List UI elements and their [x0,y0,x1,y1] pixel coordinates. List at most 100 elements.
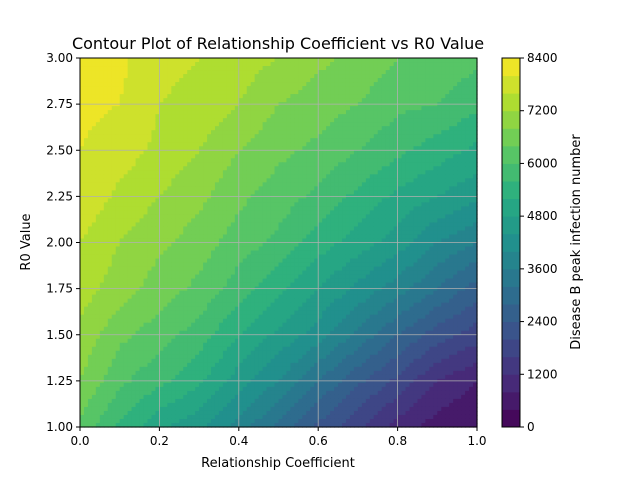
contour-cell [119,202,125,207]
contour-cell [274,86,280,91]
contour-cell [294,174,299,179]
contour-cell [107,158,113,163]
contour-cell [457,226,462,232]
contour-cell [80,162,85,167]
contour-cell [349,178,355,183]
contour-cell [171,186,176,191]
contour-cell [377,230,383,236]
contour-cell [191,154,196,159]
contour-cell [230,198,236,203]
contour-cell [421,186,426,191]
contour-cell [322,70,327,75]
contour-cell [409,186,415,191]
contour-cell [87,246,93,252]
contour-cell [298,214,303,220]
contour-cell [95,62,101,67]
contour-cell [191,130,196,135]
contour-cell [405,122,411,127]
contour-cell [107,74,113,79]
contour-cell [377,138,383,143]
contour-cell [250,66,256,71]
contour-cell [314,154,319,159]
contour-cell [139,250,145,256]
contour-cell [119,150,125,155]
contour-cell [175,182,180,187]
contour-cell [314,226,319,232]
contour-cell [457,94,462,99]
contour-cell [290,138,295,143]
contour-cell [238,118,244,123]
contour-cell [425,70,430,75]
contour-cell [286,214,292,220]
contour-cell [361,78,367,83]
contour-cell [123,238,129,244]
contour-cell [318,142,323,147]
contour-cell [453,190,458,195]
contour-cell [306,226,311,232]
contour-cell [326,222,331,228]
contour-cell [294,234,299,240]
contour-cell [159,98,164,103]
contour-cell [87,226,93,232]
contour-cell [302,142,307,147]
contour-cell [95,74,101,79]
contour-cell [401,58,407,63]
contour-cell [413,58,419,63]
contour-cell [199,254,204,260]
contour-cell [135,254,141,260]
contour-cell [397,86,403,91]
contour-cell [171,254,176,260]
contour-cell [353,162,359,167]
contour-cell [254,238,260,244]
contour-cell [353,134,359,139]
contour-cell [191,110,196,115]
contour-cell [381,110,387,115]
contour-cell [254,202,260,207]
contour-cell [278,90,284,95]
contour-cell [377,90,383,95]
contour-cell [373,146,379,151]
contour-cell [274,198,280,203]
contour-cell [310,66,315,71]
contour-cell [234,210,240,216]
contour-cell [119,78,125,83]
contour-cell [171,174,176,179]
contour-cell [461,66,466,71]
contour-cell [469,174,474,179]
contour-cell [135,154,141,159]
contour-cell [159,230,164,236]
contour-cell [441,206,446,212]
contour-cell [405,238,411,244]
contour-cell [234,146,240,151]
contour-cell [381,78,387,83]
contour-cell [167,182,172,187]
contour-cell [115,230,121,236]
contour-cell [389,250,395,256]
contour-cell [258,82,264,87]
contour-cell [80,238,85,244]
contour-cell [135,130,141,135]
contour-cell [143,170,149,175]
contour-cell [250,254,256,260]
contour-cell [99,138,105,143]
contour-cell [250,246,256,252]
contour-cell [187,58,192,63]
contour-cell [266,234,272,240]
contour-cell [171,106,176,111]
contour-cell [457,158,462,163]
contour-field [80,58,478,428]
contour-cell [95,162,101,167]
contour-cell [282,170,288,175]
contour-cell [389,178,395,183]
contour-cell [405,166,411,171]
contour-cell [437,158,442,163]
contour-cell [226,90,232,95]
contour-cell [87,118,93,123]
contour-cell [425,210,430,216]
contour-cell [282,190,288,195]
contour-cell [218,186,224,191]
contour-cell [183,126,188,131]
contour-cell [365,226,371,232]
contour-cell [465,250,470,256]
contour-cell [135,62,141,67]
